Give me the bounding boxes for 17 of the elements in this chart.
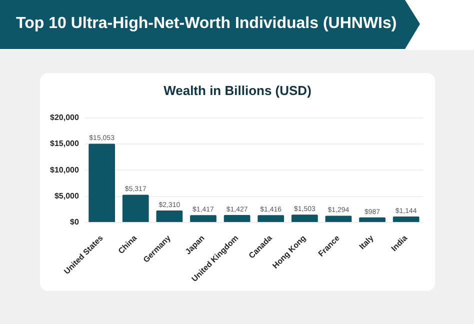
bar — [122, 194, 149, 222]
bar — [392, 216, 420, 222]
y-tick-label: $20,000 — [50, 113, 80, 122]
chart-title: Top 10 Ultra-High-Net-Worth Individuals (UHNWIs) — [16, 15, 397, 33]
bar — [88, 144, 116, 222]
bar — [258, 215, 284, 222]
bar — [224, 215, 250, 222]
bar — [359, 217, 386, 222]
bar — [291, 214, 318, 222]
bar — [156, 210, 183, 222]
chart-subtitle: Wealth in Billions (USD) — [162, 83, 312, 98]
y-tick-label: $15,000 — [50, 139, 80, 148]
y-tick-label: $5,000 — [54, 192, 80, 201]
y-tick-label: $0 — [70, 218, 80, 227]
bar — [190, 215, 216, 222]
y-tick-label: $10,000 — [50, 165, 80, 174]
bar — [325, 216, 352, 222]
